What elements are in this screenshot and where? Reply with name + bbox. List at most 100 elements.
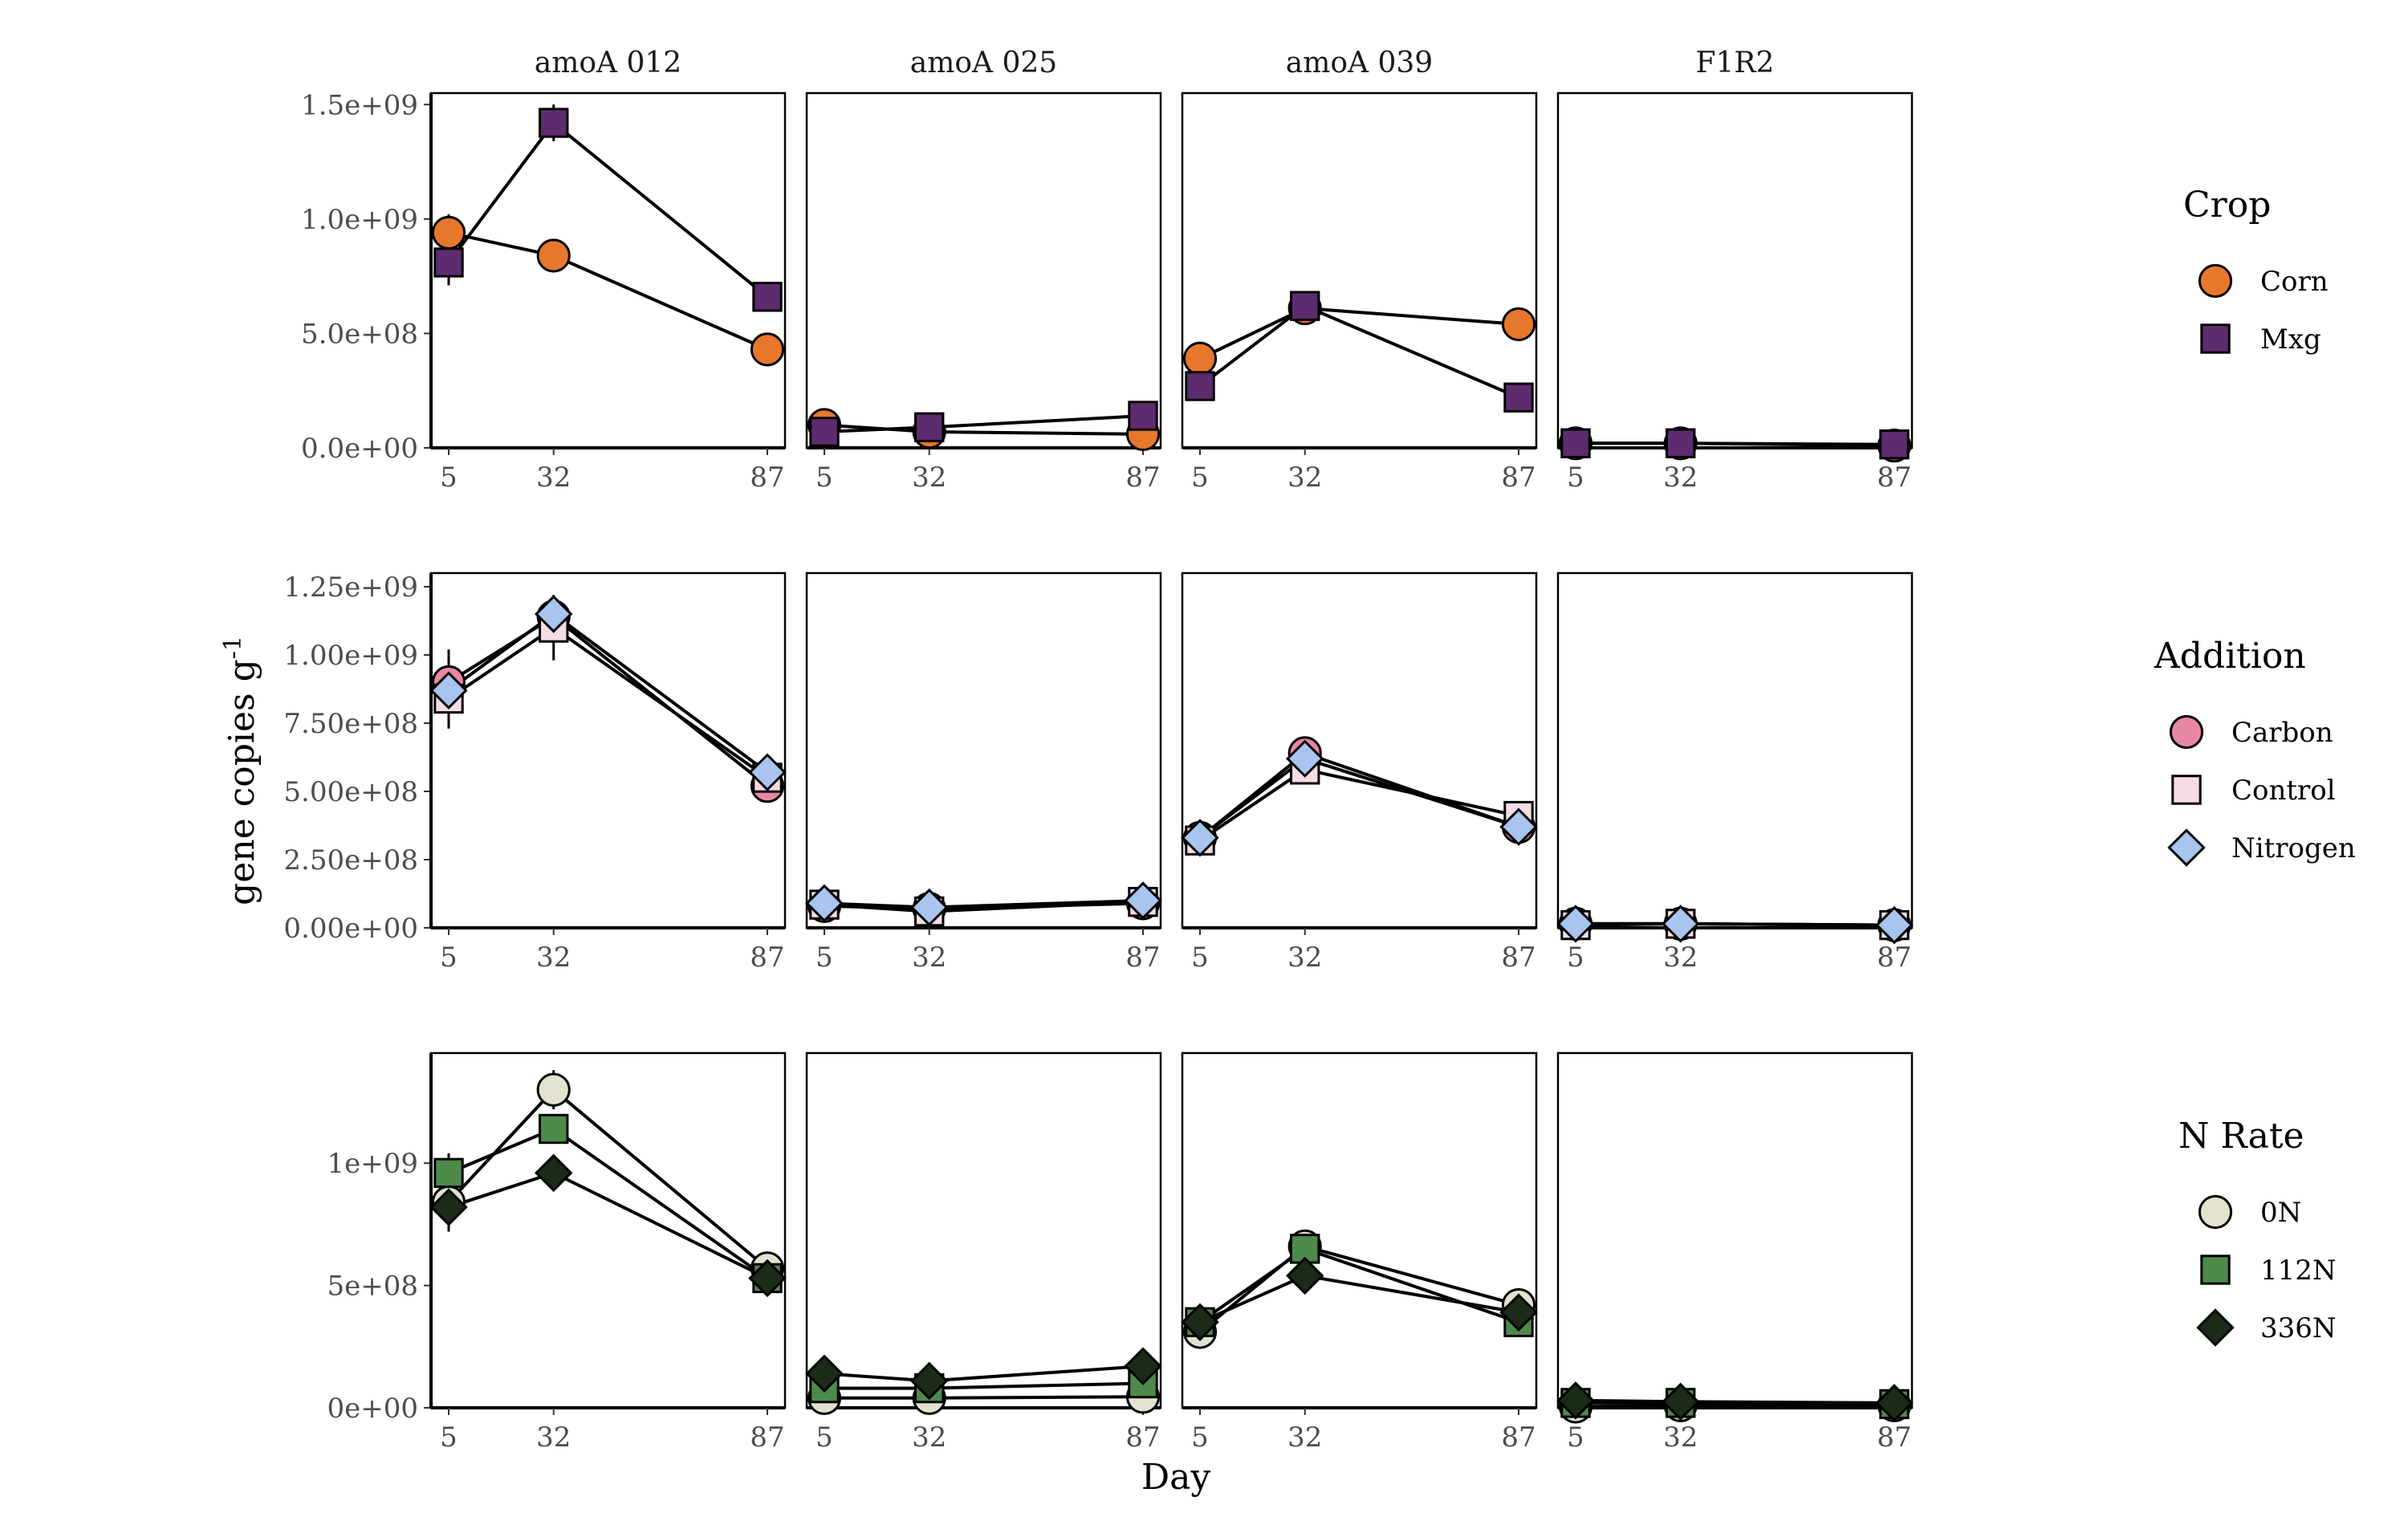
series-line-336n (824, 1364, 1144, 1383)
data-point-mxg (1128, 401, 1158, 431)
facet-panel: 5 32 87 (1181, 571, 1538, 974)
y-tick-label: 5.0e+08 (301, 318, 418, 350)
x-tick-label: 32 (1663, 941, 1698, 974)
legend-key-nitrogen (2167, 828, 2206, 867)
facet-panel: 5 32 87 (1556, 571, 1914, 974)
x-tick-label: 32 (912, 941, 946, 974)
x-tick-label: 87 (1125, 941, 1160, 974)
data-point-nitrogen (1124, 881, 1162, 920)
data-point-mxg (1560, 428, 1591, 458)
x-axis-title: Day (1141, 1457, 1211, 1498)
legend-title: Addition (2154, 636, 2306, 677)
legend-title: Crop (2183, 185, 2271, 226)
x-tick-label: 5 (1191, 1421, 1209, 1454)
legend-label: Carbon (2231, 717, 2333, 749)
data-point-nitrogen (748, 753, 787, 791)
x-tick-label: 5 (816, 462, 833, 494)
data-point-mxg (752, 282, 783, 312)
data-point-336n (1124, 1347, 1162, 1385)
y-axis-title: gene copies g-1 (219, 636, 262, 905)
legends: Crop Corn Mxg Addition Carbon Control Nitrogen… (2154, 185, 2356, 1347)
panel-border (1556, 92, 1914, 449)
data-point-nitrogen (1181, 819, 1219, 857)
panel-border (805, 571, 1162, 929)
data-point-mxg (809, 417, 840, 447)
facet-panel: 5 32 87 (805, 571, 1162, 974)
data-point-nitrogen (1875, 905, 1914, 945)
x-tick-label: 5 (440, 462, 458, 494)
panel-border (805, 1051, 1162, 1409)
x-tick-label: 87 (1877, 941, 1911, 974)
legend: Addition Carbon Control Nitrogen (2154, 636, 2356, 867)
panels-layer: 0.0e+00 5.0e+08 1.0e+09 1.5e+09 5 32 87 5 32 87 5 3… (283, 89, 1914, 1454)
facet-panel: 5 32 87 (805, 1051, 1162, 1454)
legend-label: Control (2231, 775, 2336, 807)
data-point-mxg (1185, 371, 1215, 401)
x-tick-label: 32 (1287, 462, 1322, 494)
y-tick-label: 5e+08 (327, 1271, 418, 1303)
x-tick-label: 5 (1567, 462, 1584, 494)
x-tick-label: 87 (1501, 1421, 1536, 1454)
x-tick-label: 87 (1125, 462, 1160, 494)
y-tick-label: 1.0e+09 (301, 204, 418, 236)
series-line-control (1198, 767, 1519, 842)
facet-title: F1R2 (1696, 47, 1775, 79)
series-line-336n (448, 1171, 768, 1280)
x-tick-label: 5 (1567, 1421, 1584, 1454)
y-tick-label: 1.5e+09 (301, 89, 418, 121)
data-point-nitrogen (909, 888, 949, 927)
x-tick-label: 5 (1567, 941, 1584, 974)
legend-key-0n (2198, 1194, 2233, 1230)
series-line-336n (1199, 1274, 1519, 1324)
x-tick-label: 87 (750, 1421, 784, 1454)
series-line-0n (1575, 1403, 1894, 1409)
facet-panel: 5 32 87 (1181, 92, 1538, 494)
panel-border (805, 92, 1162, 449)
series-line-control (447, 625, 769, 779)
data-point-corn (536, 238, 571, 273)
y-tick-label: 1.25e+09 (283, 571, 418, 604)
legend-label: 112N (2260, 1255, 2337, 1287)
data-point-corn (1501, 307, 1536, 342)
data-point-mxg (1503, 382, 1534, 413)
x-tick-label: 32 (536, 462, 571, 494)
panel-border (429, 92, 787, 449)
facet-panel: 5 32 87 (429, 1051, 787, 1454)
x-tick-label: 87 (1877, 1421, 1911, 1454)
x-tick-label: 32 (1663, 1421, 1698, 1454)
facet-title: amoA 025 (910, 47, 1057, 79)
y-tick-label: 1e+09 (327, 1148, 418, 1180)
series-line-0n (824, 1395, 1144, 1400)
x-tick-label: 87 (1501, 941, 1536, 974)
data-point-336n (1499, 1293, 1538, 1332)
x-tick-label: 5 (440, 941, 458, 974)
facet-title: amoA 039 (1286, 47, 1433, 79)
data-point-336n (805, 1354, 844, 1393)
series-line-mxg (824, 414, 1144, 434)
data-point-0n (536, 1072, 571, 1107)
data-point-336n (1285, 1256, 1324, 1295)
data-point-mxg (1290, 291, 1320, 321)
data-point-mxg (914, 412, 945, 443)
series-line-nitrogen (1576, 921, 1895, 927)
y-tick-label: 1.00e+09 (283, 640, 418, 672)
legend-key-mxg (2200, 323, 2231, 354)
data-point-nitrogen (1556, 905, 1595, 943)
x-tick-label: 32 (536, 941, 571, 974)
data-point-336n (1875, 1384, 1914, 1422)
series-line-mxg (447, 120, 769, 299)
x-tick-label: 5 (816, 1421, 833, 1454)
x-tick-label: 87 (1501, 462, 1536, 494)
series-line-carbon (1198, 751, 1519, 840)
legend-key-control (2171, 775, 2202, 805)
x-tick-label: 32 (912, 1421, 946, 1454)
data-point-mxg (1666, 428, 1696, 458)
legend-key-112n (2200, 1255, 2231, 1285)
legend: N Rate 0N 112N 336N (2178, 1116, 2337, 1347)
x-tick-label: 87 (1125, 1421, 1160, 1454)
legend: Crop Corn Mxg (2183, 185, 2329, 356)
data-point-corn (750, 332, 785, 367)
x-tick-label: 32 (1663, 462, 1698, 494)
data-point-336n (909, 1361, 949, 1401)
